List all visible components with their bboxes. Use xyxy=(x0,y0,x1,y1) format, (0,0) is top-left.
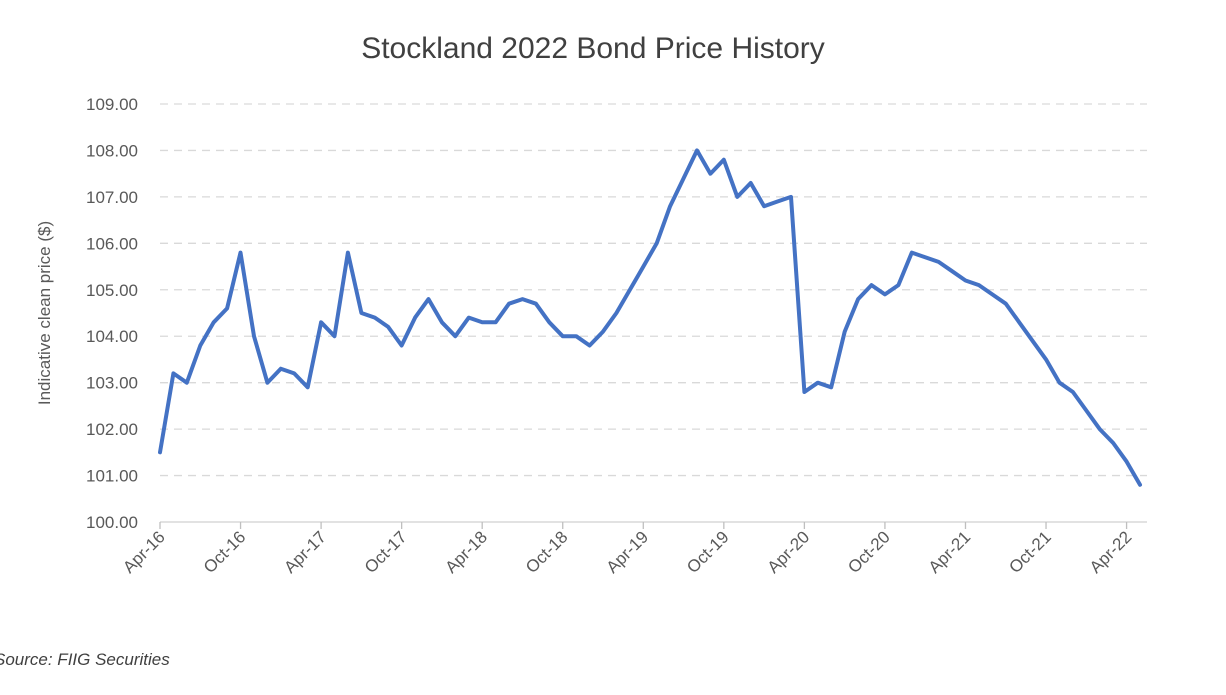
x-tick-label: Oct-16 xyxy=(200,527,250,577)
x-tick-label: Oct-21 xyxy=(1005,527,1055,577)
y-tick-label: 102.00 xyxy=(86,420,138,439)
x-tick-label: Apr-21 xyxy=(925,527,975,577)
y-tick-label: 105.00 xyxy=(86,281,138,300)
x-tick-label: Apr-16 xyxy=(119,527,169,577)
y-tick-label: 101.00 xyxy=(86,467,138,486)
x-tick-label: Apr-22 xyxy=(1086,527,1136,577)
y-tick-label: 104.00 xyxy=(86,327,138,346)
y-tick-label: 103.00 xyxy=(86,374,138,393)
source-note: Source: FIIG Securities xyxy=(0,650,170,669)
x-tick-label: Apr-18 xyxy=(442,527,492,577)
y-tick-label: 108.00 xyxy=(86,141,138,160)
x-tick-label: Oct-17 xyxy=(361,527,411,577)
x-tick-label: Oct-20 xyxy=(844,527,894,577)
y-tick-label: 100.00 xyxy=(86,513,138,532)
x-tick-label: Oct-19 xyxy=(683,527,733,577)
x-tick-label: Oct-18 xyxy=(522,527,572,577)
y-axis-label: Indicative clean price ($) xyxy=(35,221,54,405)
chart-title: Stockland 2022 Bond Price History xyxy=(361,32,825,65)
y-tick-label: 107.00 xyxy=(86,188,138,207)
x-tick-label: Apr-19 xyxy=(603,527,653,577)
series-line xyxy=(158,148,1142,487)
y-tick-label: 106.00 xyxy=(86,234,138,253)
x-tick-label: Apr-20 xyxy=(764,527,814,577)
x-tick-label: Apr-17 xyxy=(280,527,330,577)
y-tick-label: 109.00 xyxy=(86,95,138,114)
